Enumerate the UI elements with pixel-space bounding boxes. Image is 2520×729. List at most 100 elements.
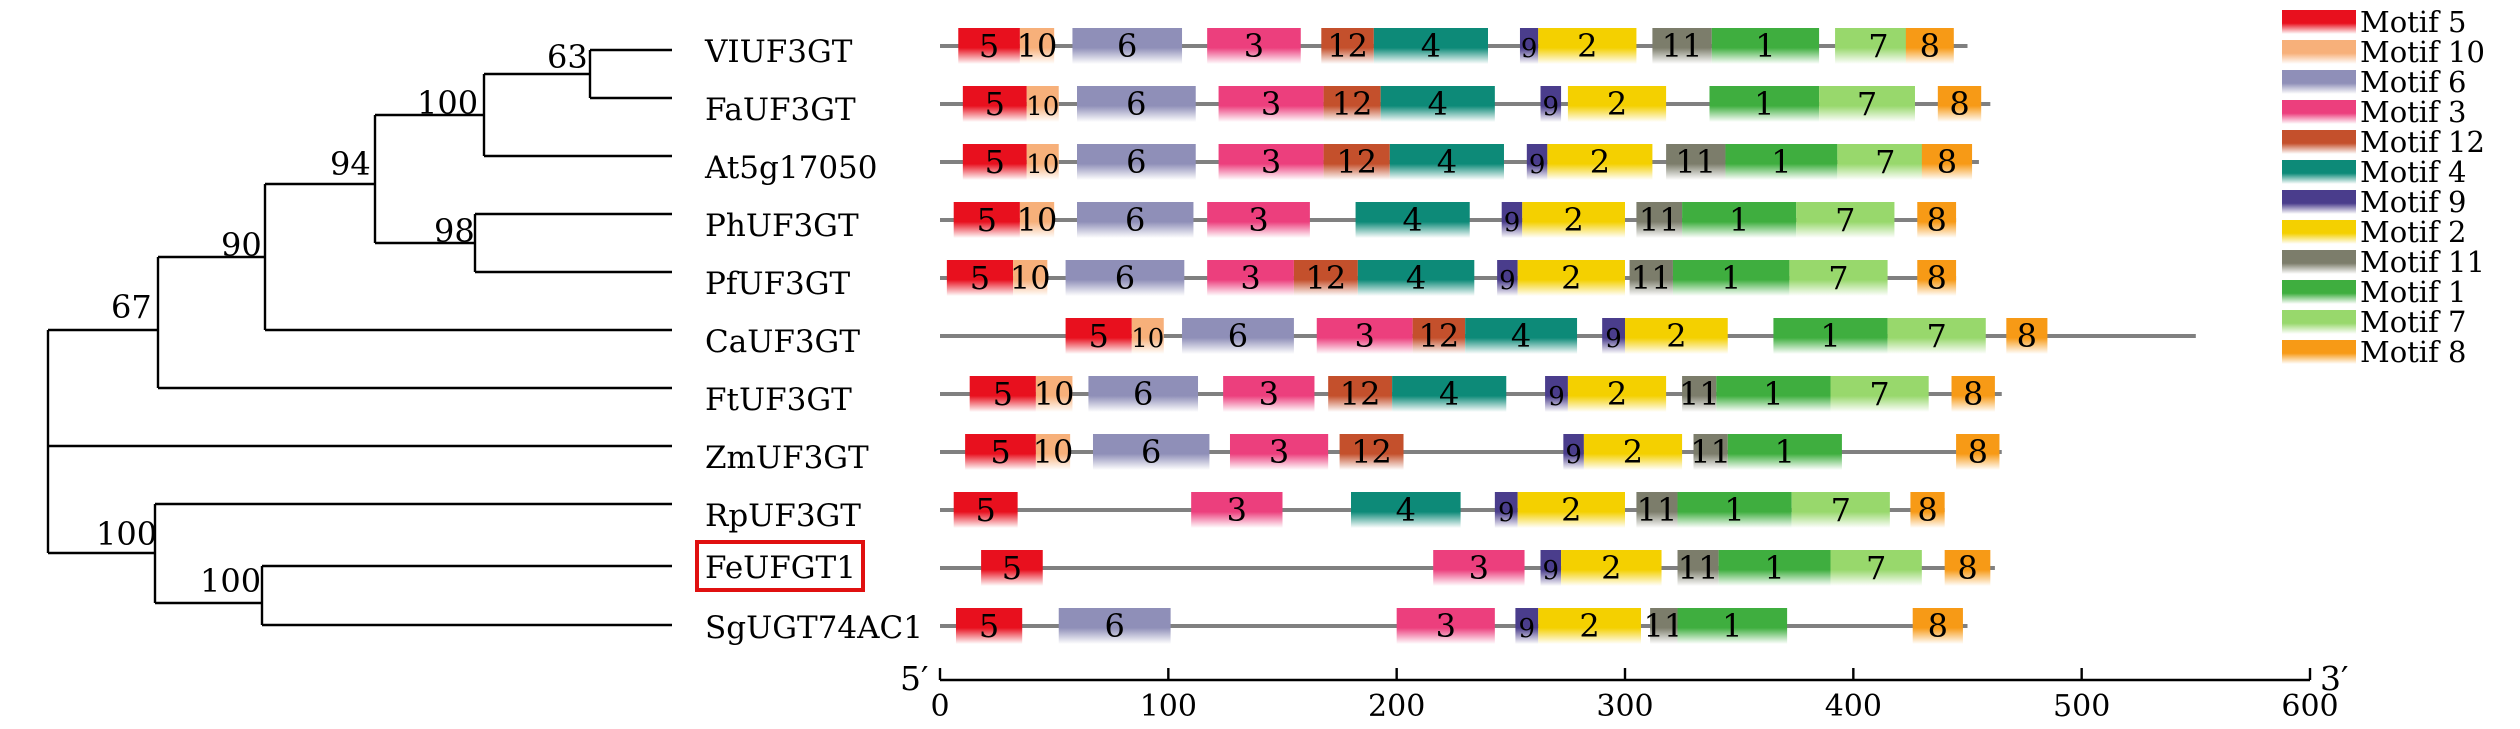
motif-label: 3 — [1269, 433, 1289, 471]
motif-box-6 — [1072, 28, 1183, 64]
motif-box-5 — [953, 492, 1018, 528]
legend-swatch — [2282, 100, 2356, 124]
motif-box-6 — [1092, 434, 1210, 470]
motif-label: 10 — [1034, 375, 1075, 413]
motif-label: 4 — [1511, 317, 1531, 355]
motif-box-6 — [1182, 318, 1294, 354]
motif-box-11 — [1652, 28, 1712, 64]
motif-label: 9 — [1519, 614, 1536, 644]
motif-box-10 — [1019, 28, 1055, 64]
axis-tick-label: 600 — [2281, 689, 2338, 724]
legend-swatch — [2282, 10, 2356, 34]
legend-item: Motif 3 — [2282, 95, 2466, 129]
motif-box-12 — [1321, 28, 1374, 64]
motif-box-8 — [1956, 434, 2000, 470]
motif-row: 5 10 6 3 12 4 9 2 11 1 7 8 — [940, 27, 1968, 65]
motif-box-7 — [1819, 86, 1915, 122]
motif-label: 3 — [1227, 491, 1247, 529]
motif-box-8 — [1905, 28, 1954, 64]
motif-label: 3 — [1240, 259, 1260, 297]
motif-box-3 — [1207, 202, 1310, 238]
motif-row: 5 10 6 3 12 9 2 11 1 8 — [940, 433, 2002, 471]
motif-label: 8 — [1920, 27, 1940, 65]
legend-label: Motif 9 — [2360, 185, 2466, 219]
motif-box-2 — [1522, 202, 1625, 238]
motif-label: 2 — [1623, 433, 1643, 471]
motif-label: 9 — [1521, 34, 1538, 64]
motif-box-10 — [1131, 318, 1164, 354]
motif-label: 2 — [1561, 491, 1581, 529]
motif-box-5 — [953, 202, 1020, 238]
motif-box-11 — [1650, 608, 1678, 644]
motif-label: 6 — [1125, 201, 1145, 239]
motif-label: 1 — [1771, 143, 1791, 181]
motif-box-8 — [1917, 260, 1957, 296]
motif-box-10 — [1035, 376, 1073, 412]
motif-label: 8 — [1917, 491, 1937, 529]
motif-label: 9 — [1543, 556, 1560, 586]
bootstrap-label: 90 — [221, 226, 262, 264]
motif-box-5 — [962, 86, 1027, 122]
axis-tick-label: 100 — [1140, 689, 1197, 724]
motif-box-1 — [1711, 28, 1820, 64]
legend-item: Motif 10 — [2282, 35, 2485, 69]
legend-label: Motif 11 — [2360, 245, 2485, 279]
motif-box-12 — [1323, 86, 1381, 122]
taxon-label-highlighted: FeUFGT1 — [705, 550, 856, 586]
motif-label: 7 — [1857, 85, 1877, 123]
motif-label: 2 — [1590, 143, 1610, 181]
bootstrap-label: 63 — [547, 38, 588, 76]
bootstrap-label: 100 — [200, 562, 261, 600]
motif-box-11 — [1682, 376, 1717, 412]
motif-box-6 — [1077, 144, 1196, 180]
motif-label: 5 — [977, 201, 997, 239]
motif-label: 5 — [985, 143, 1005, 181]
motif-label: 7 — [1835, 201, 1855, 239]
motif-label: 5 — [985, 85, 1005, 123]
motif-row: 5 10 6 3 4 9 2 11 1 7 8 — [940, 201, 1957, 239]
legend-label: Motif 6 — [2360, 65, 2466, 99]
motif-label: 6 — [1126, 143, 1146, 181]
motif-box-6 — [1058, 608, 1171, 644]
motif-map: 5 10 6 3 12 4 9 2 11 1 7 85 10 6 3 12 4 9 2 1 7 85 10 6 3 12 4 9 2 11… — [940, 27, 2196, 645]
axis-label-3prime: 3′ — [2320, 659, 2349, 698]
motif-label: 4 — [1421, 27, 1441, 65]
motif-row: 5 10 6 3 12 4 9 2 11 1 7 8 — [940, 259, 1957, 297]
motif-box-11 — [1693, 434, 1728, 470]
motif-box-4 — [1392, 376, 1507, 412]
motif-label: 4 — [1396, 491, 1416, 529]
motif-label: 8 — [1926, 201, 1946, 239]
motif-label: 11 — [1637, 491, 1678, 529]
motif-box-4 — [1351, 492, 1461, 528]
motif-box-10 — [1026, 144, 1059, 180]
motif-label: 2 — [1577, 27, 1597, 65]
motif-box-9 — [1501, 202, 1523, 238]
motif-box-9 — [1540, 86, 1562, 122]
motif-row: 5 10 6 3 12 4 9 2 1 7 8 — [940, 85, 1991, 123]
motif-label: 3 — [1248, 201, 1268, 239]
motif-label: 6 — [1141, 433, 1161, 471]
motif-label: 8 — [1949, 85, 1969, 123]
motif-box-3 — [1396, 608, 1495, 644]
motif-box-4 — [1355, 202, 1470, 238]
taxon-label: RpUF3GT — [705, 498, 861, 534]
motif-box-12 — [1293, 260, 1358, 296]
motif-label: 5 — [975, 491, 995, 529]
legend-item: Motif 12 — [2282, 125, 2485, 159]
motif-label: 8 — [1937, 143, 1957, 181]
motif-label: 12 — [1419, 317, 1460, 355]
motif-label: 3 — [1355, 317, 1375, 355]
motif-box-9 — [1497, 260, 1518, 296]
motif-label: 11 — [1678, 549, 1719, 587]
motif-label: 6 — [1228, 317, 1248, 355]
motif-box-12 — [1412, 318, 1466, 354]
motif-box-9 — [1494, 492, 1518, 528]
motif-box-10 — [1019, 202, 1055, 238]
legend-swatch — [2282, 160, 2356, 184]
motif-box-9 — [1545, 376, 1568, 412]
motif-box-11 — [1636, 492, 1678, 528]
motif-label: 4 — [1439, 375, 1459, 413]
motif-label: 12 — [1306, 259, 1347, 297]
motif-label: 11 — [1662, 27, 1703, 65]
motif-label: 2 — [1607, 375, 1627, 413]
